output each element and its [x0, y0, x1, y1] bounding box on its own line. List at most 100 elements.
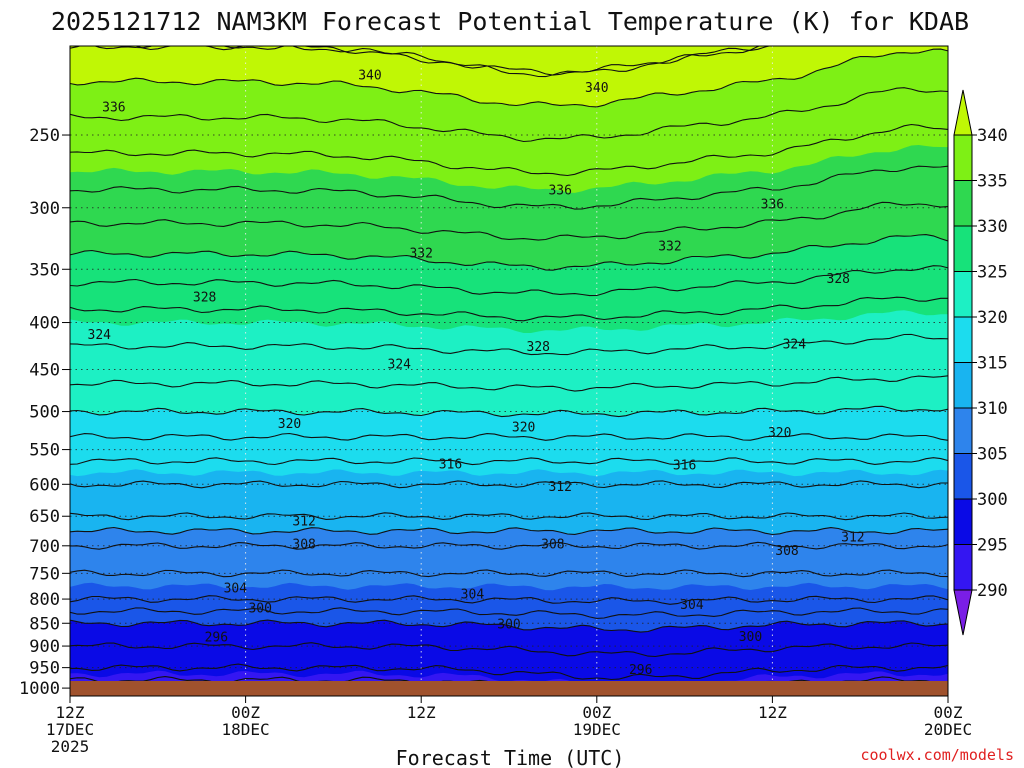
y-tick-label: 950: [29, 659, 60, 679]
colorbar-label: 295: [977, 536, 1008, 556]
x-axis-label: Forecast Time (UTC): [396, 746, 625, 768]
plot-area: 340 340 336 336 336 332 332 328 328 328 324 324 324 3…: [70, 46, 948, 696]
y-tick-label: 600: [29, 475, 60, 495]
isentrope-328: [70, 265, 948, 297]
x-tick-label: 00Z: [934, 703, 963, 722]
y-tick-label: 800: [29, 590, 60, 610]
x-tick-year: 2025: [51, 737, 90, 756]
colorbar-swatch: [953, 544, 973, 591]
y-tick-label: 1000: [19, 679, 60, 699]
colorbar-swatch: [953, 498, 973, 545]
contour-label: 304: [224, 581, 248, 596]
y-tick-label: 500: [29, 403, 60, 423]
contour-label: 320: [512, 421, 535, 436]
isentrope-324: [70, 333, 948, 356]
isentrope-312: [70, 512, 948, 521]
colorbar-label: 340: [977, 126, 1008, 146]
contour-labels: 340 340 336 336 336 332 332 328 328 328 324 324 324 3…: [88, 68, 865, 696]
y-tick-label: 750: [29, 564, 60, 584]
contour-label: 300: [497, 618, 520, 633]
isentrope-344: [93, 46, 761, 78]
isentrope-326: [70, 296, 948, 322]
contour-label: 308: [775, 544, 798, 559]
contour-label: 332: [658, 239, 681, 254]
isentrope-318: [70, 432, 948, 441]
isentrope-302: [70, 607, 948, 619]
isentrope-306: [70, 569, 948, 578]
y-axis-pressure: 250 300 350 400 450 500 550 600 650 700 750 800 850 9…: [19, 126, 70, 699]
contour-label: 316: [673, 459, 696, 474]
contour-label: 308: [541, 538, 564, 553]
isentrope-330: [70, 234, 948, 271]
contour-label: 300: [248, 601, 271, 616]
contour-label: 328: [527, 340, 550, 355]
y-tick-label: 850: [29, 614, 60, 634]
contour-label: 340: [358, 68, 381, 83]
isentrope-304: [70, 595, 948, 605]
colorbar-swatch: [953, 134, 973, 181]
isentrope-316: [70, 457, 948, 466]
contour-label: 308: [292, 538, 315, 553]
colorbar-swatch: [953, 180, 973, 227]
isentrope-340: [70, 48, 948, 108]
contour-label: 324: [88, 328, 112, 343]
chart-title: 2025121712 NAM3KM Forecast Potential Tem…: [51, 7, 969, 36]
contour-label: 328: [193, 290, 216, 305]
colorbar-swatch: [953, 453, 973, 500]
x-tick-label: 12Z: [407, 703, 436, 722]
x-tick-date: 19DEC: [573, 720, 621, 739]
contour-label: 328: [827, 272, 850, 287]
isentrope-342: [70, 46, 772, 76]
y-tick-label: 450: [29, 361, 60, 381]
x-tick-label: 12Z: [56, 703, 85, 722]
isentrope-322: [70, 375, 948, 392]
plot-frame: [69, 45, 949, 697]
x-tick-date: 20DEC: [924, 720, 972, 739]
y-tick-label: 700: [29, 537, 60, 557]
colorbar-label: 325: [977, 263, 1008, 283]
contour-label: 304: [680, 598, 704, 613]
contour-label: 320: [768, 426, 791, 441]
theta-color-bands: [70, 46, 948, 696]
isentrope-308: [70, 541, 948, 550]
contour-label: 324: [783, 337, 807, 352]
y-tick-label: 900: [29, 637, 60, 657]
x-tick-label: 12Z: [758, 703, 787, 722]
contour-label: 336: [548, 184, 571, 199]
contour-label: 296: [629, 663, 652, 678]
y-tick-label: 550: [29, 441, 60, 461]
contour-label: 320: [278, 417, 301, 432]
colorbar-label: 315: [977, 354, 1008, 374]
contour-label: 324: [388, 358, 412, 373]
isentrope-332: [70, 201, 948, 241]
colorbar-min-arrow: [953, 589, 973, 636]
contour-label: 332: [409, 246, 432, 261]
colorbar-label: 300: [977, 490, 1008, 510]
isentrope-296: [70, 663, 948, 681]
contour-label: 296: [205, 631, 228, 646]
isentrope-300: [70, 619, 948, 633]
y-tick-label: 300: [29, 199, 60, 219]
x-tick-date: 17DEC: [46, 720, 94, 739]
isentrope-310: [70, 526, 948, 536]
colorbar-swatch: [953, 271, 973, 318]
colorbar: 290 295 300 305 310 315 320 325 330 335 340: [953, 89, 1008, 636]
ground-strip: [70, 681, 948, 696]
colorbar-label: 330: [977, 217, 1008, 237]
colorbar-label: 310: [977, 399, 1008, 419]
contour-label: 304: [461, 588, 485, 603]
contour-label: 316: [439, 457, 462, 472]
contour-label: 312: [841, 531, 864, 546]
theta-band: [70, 46, 948, 107]
colorbar-label: 320: [977, 308, 1008, 328]
colorbar-swatch: [953, 316, 973, 363]
isentrope-334: [70, 165, 948, 210]
x-tick-date: 18DEC: [222, 720, 270, 739]
isentrope-298: [70, 642, 948, 658]
colorbar-swatch: [953, 362, 973, 409]
contour-label: 340: [585, 81, 608, 96]
y-tick-label: 250: [29, 126, 60, 146]
x-tick-label: 00Z: [582, 703, 611, 722]
isentrope-336: [70, 123, 948, 177]
